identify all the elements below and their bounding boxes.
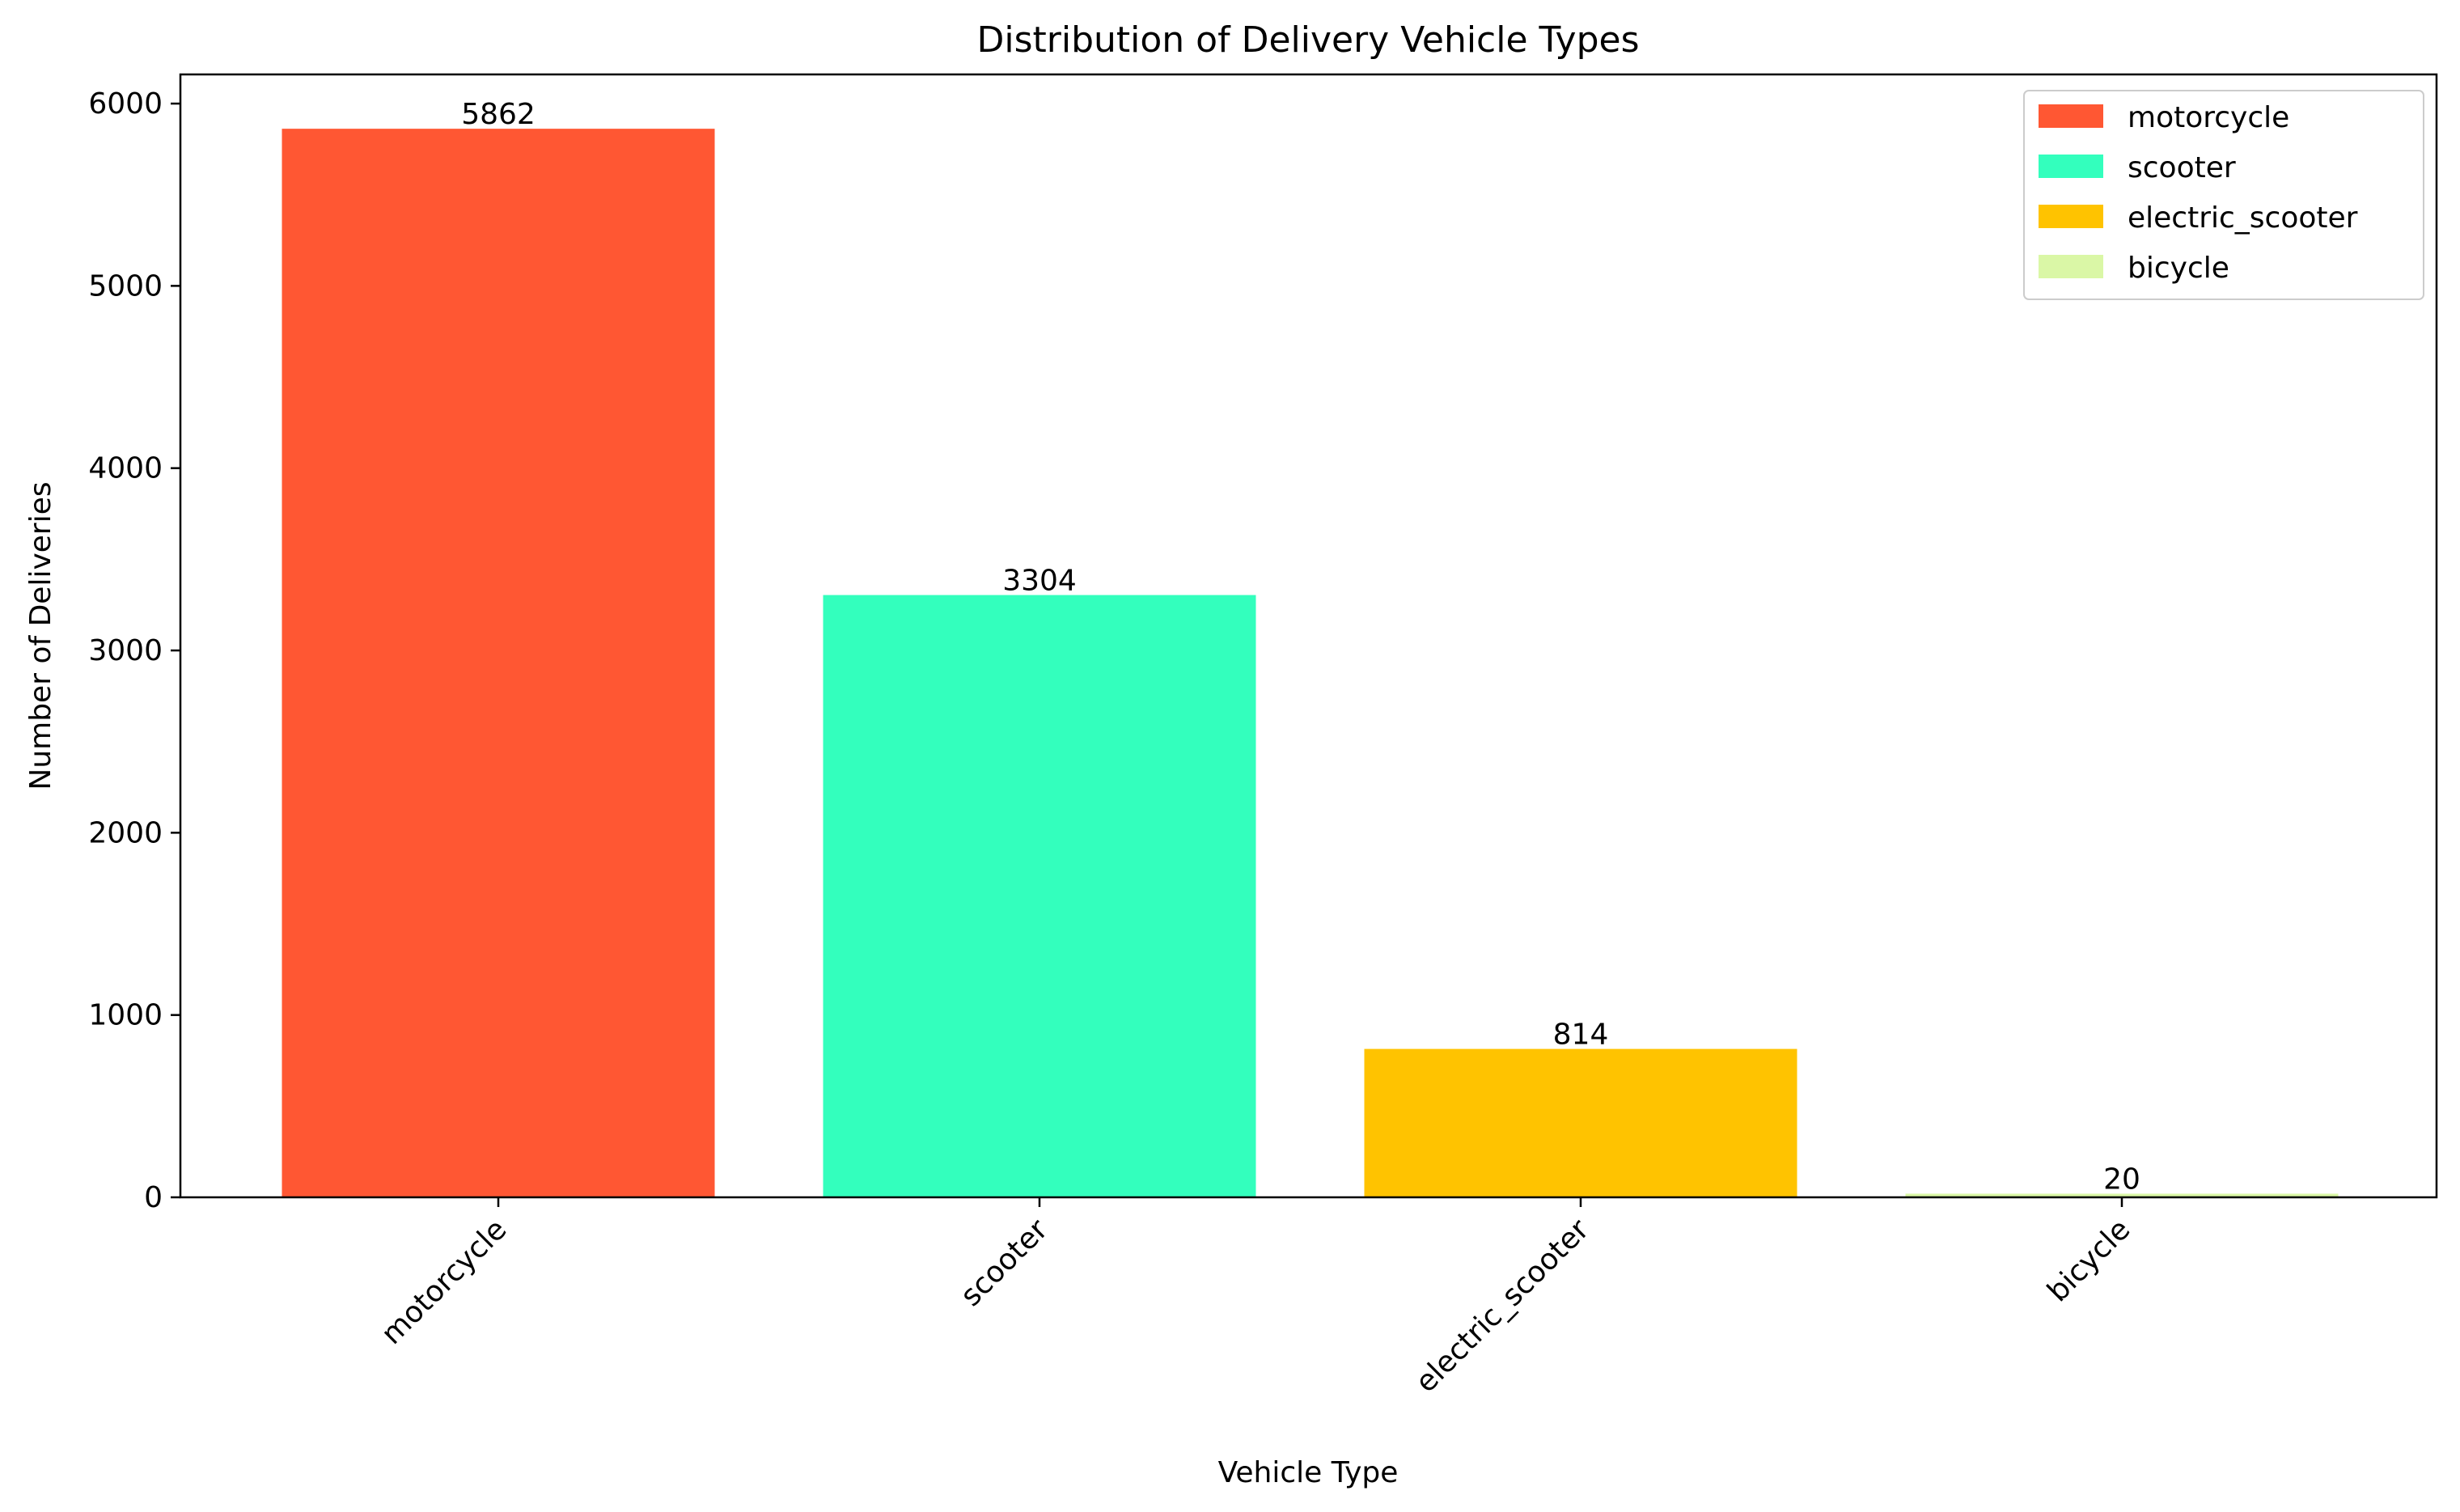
legend-swatch-motorcycle: [2039, 104, 2103, 128]
bar-value-label: 814: [1553, 1019, 1609, 1052]
bar-value-label: 20: [2103, 1163, 2140, 1196]
y-tick-label: 6000: [88, 87, 163, 121]
y-tick-label: 1000: [88, 999, 163, 1032]
data-labels-layer: 5862 3304 814 20: [461, 98, 2140, 1196]
y-tick-label: 5000: [88, 269, 163, 303]
y-tick-label: 0: [144, 1181, 163, 1214]
bar-electric-scooter: [1364, 1048, 1797, 1197]
bar-value-label: 3304: [1002, 565, 1077, 598]
bar-bicycle: [1905, 1193, 2339, 1197]
chart-title: Distribution of Delivery Vehicle Types: [976, 19, 1639, 61]
y-axis-label: Number of Deliveries: [24, 481, 57, 790]
y-tick-label: 2000: [88, 816, 163, 849]
plot-area-frame: [179, 73, 2438, 1199]
bars-layer: [282, 129, 2339, 1198]
y-tick-label: 4000: [88, 452, 163, 485]
legend-label: scooter: [2128, 151, 2236, 184]
legend-swatch-scooter: [2039, 155, 2103, 178]
legend-swatch-electric-scooter: [2039, 205, 2103, 228]
bar-motorcycle: [282, 129, 715, 1198]
legend-label: motorcycle: [2128, 101, 2289, 134]
legend-label: electric_scooter: [2128, 201, 2358, 235]
bar-value-label: 5862: [461, 98, 536, 131]
bar-scooter: [823, 595, 1256, 1197]
x-axis-label: Vehicle Type: [1218, 1456, 1399, 1489]
y-axis: 0 1000 2000 3000 4000 5000 6000: [88, 87, 180, 1214]
legend-label: bicycle: [2128, 252, 2229, 285]
legend-box: [2023, 90, 2424, 300]
y-tick-label: 3000: [88, 634, 163, 667]
legend-swatch-bicycle: [2039, 255, 2103, 278]
